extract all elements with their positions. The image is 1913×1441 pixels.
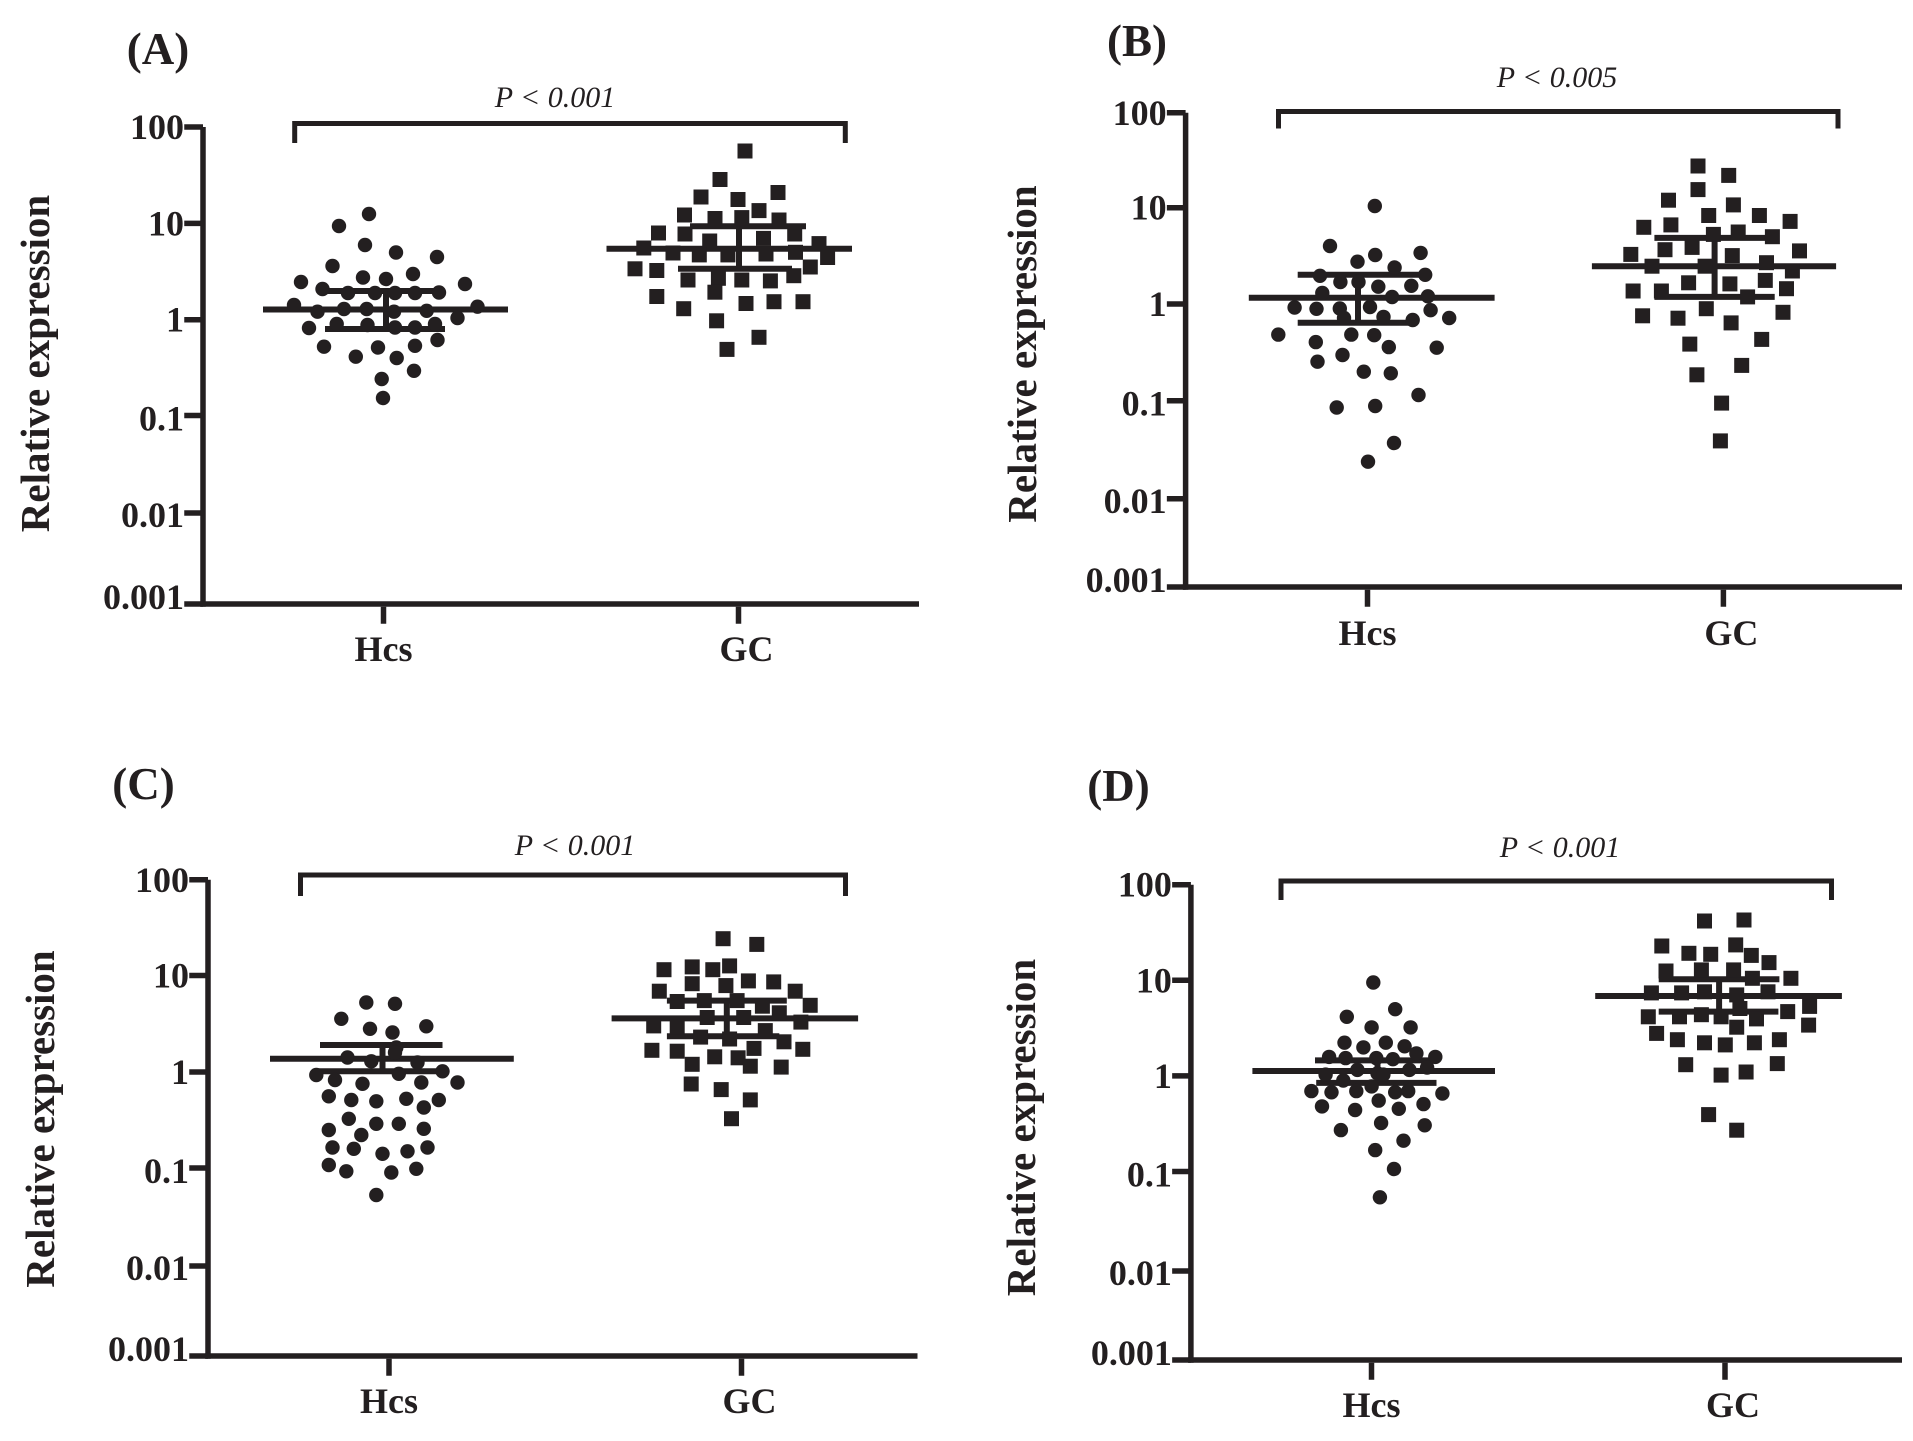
svg-text:GC: GC bbox=[720, 629, 774, 669]
svg-text:(B): (B) bbox=[1107, 16, 1167, 66]
svg-text:1: 1 bbox=[1154, 1056, 1172, 1096]
svg-text:Relative expression: Relative expression bbox=[999, 185, 1045, 523]
svg-text:0.01: 0.01 bbox=[1109, 1253, 1172, 1293]
svg-text:10: 10 bbox=[1131, 188, 1167, 228]
svg-text:Relative expression: Relative expression bbox=[12, 195, 58, 533]
svg-text:0.001: 0.001 bbox=[1086, 560, 1167, 600]
svg-text:10: 10 bbox=[1136, 960, 1172, 1000]
svg-text:10: 10 bbox=[153, 956, 189, 996]
svg-text:P < 0.001: P < 0.001 bbox=[514, 829, 636, 862]
svg-text:0.01: 0.01 bbox=[1104, 481, 1167, 521]
svg-text:0.001: 0.001 bbox=[103, 577, 184, 617]
svg-text:0.01: 0.01 bbox=[121, 495, 184, 535]
svg-text:Hcs: Hcs bbox=[1343, 1385, 1401, 1425]
svg-text:0.01: 0.01 bbox=[126, 1248, 189, 1288]
svg-text:100: 100 bbox=[130, 107, 184, 147]
svg-text:100: 100 bbox=[1118, 865, 1172, 905]
svg-text:100: 100 bbox=[1113, 93, 1167, 133]
svg-text:(A): (A) bbox=[127, 24, 189, 74]
svg-text:GC: GC bbox=[1706, 1385, 1760, 1425]
svg-text:Hcs: Hcs bbox=[355, 629, 413, 669]
svg-text:0.1: 0.1 bbox=[139, 399, 184, 439]
svg-text:P < 0.001: P < 0.001 bbox=[494, 81, 616, 114]
svg-text:0.1: 0.1 bbox=[1127, 1155, 1172, 1195]
svg-text:10: 10 bbox=[148, 203, 184, 243]
svg-text:(C): (C) bbox=[112, 759, 174, 809]
svg-text:0.1: 0.1 bbox=[1122, 384, 1167, 424]
svg-text:Hcs: Hcs bbox=[360, 1381, 418, 1421]
svg-text:(D): (D) bbox=[1087, 761, 1149, 811]
svg-text:Relative expression: Relative expression bbox=[17, 950, 63, 1288]
svg-text:100: 100 bbox=[135, 860, 189, 900]
svg-text:GC: GC bbox=[1704, 613, 1758, 653]
svg-text:Relative expression: Relative expression bbox=[998, 959, 1044, 1297]
svg-text:GC: GC bbox=[723, 1381, 777, 1421]
svg-text:1: 1 bbox=[1149, 284, 1167, 324]
svg-text:Hcs: Hcs bbox=[1339, 613, 1397, 653]
svg-text:0.001: 0.001 bbox=[1091, 1333, 1172, 1373]
svg-text:P < 0.005: P < 0.005 bbox=[1496, 61, 1618, 94]
svg-text:P < 0.001: P < 0.001 bbox=[1499, 831, 1621, 864]
svg-text:1: 1 bbox=[171, 1052, 189, 1092]
svg-text:1: 1 bbox=[166, 300, 184, 340]
svg-text:0.1: 0.1 bbox=[144, 1151, 189, 1191]
svg-text:0.001: 0.001 bbox=[108, 1329, 189, 1369]
